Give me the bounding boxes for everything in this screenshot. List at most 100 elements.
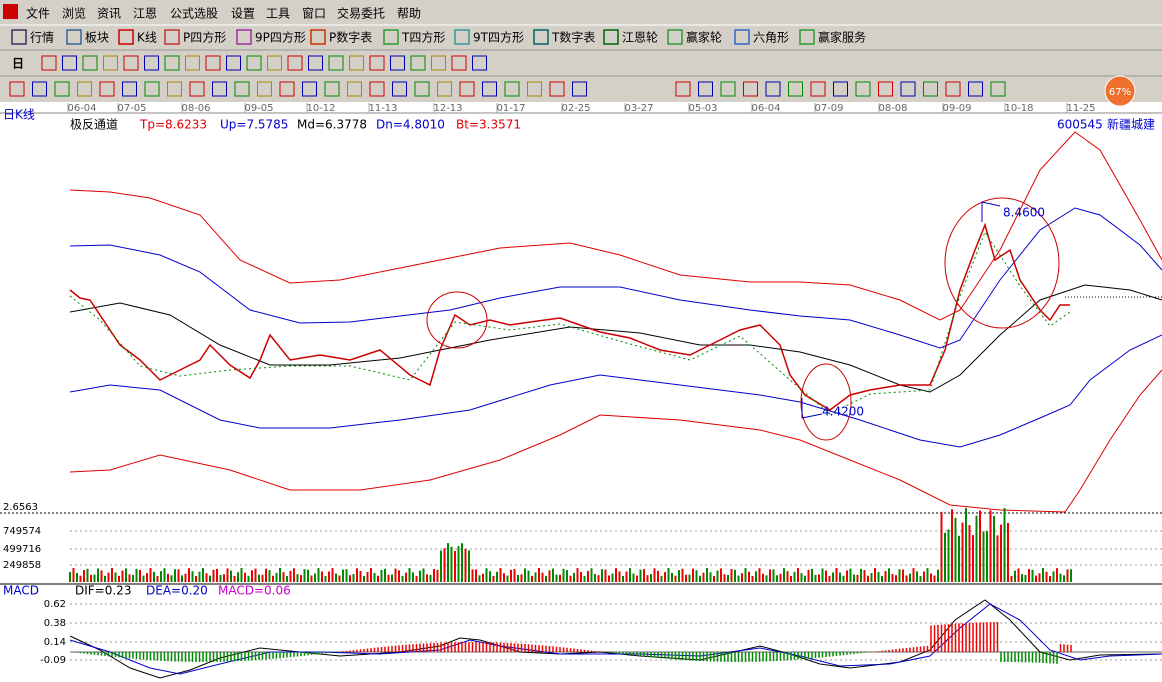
tool-icon[interactable] [968, 81, 983, 97]
tool-icon[interactable] [459, 81, 475, 97]
volume-label: 249858 [3, 560, 41, 571]
tool-icon[interactable] [185, 55, 200, 71]
tool-icon[interactable] [765, 81, 781, 97]
tool-icon[interactable] [675, 81, 691, 97]
tool-icon[interactable] [549, 81, 565, 97]
date-label: 10-18 [1004, 103, 1033, 114]
menu-item[interactable]: 工具 [266, 7, 290, 21]
macd-name: MACD [3, 584, 39, 598]
tool-icon[interactable] [945, 81, 961, 97]
tool-icon[interactable] [855, 81, 871, 97]
menu-item[interactable]: 浏览 [62, 6, 86, 21]
tool-icon[interactable] [234, 81, 250, 97]
dea-line [69, 603, 1162, 675]
tool-icon[interactable] [9, 81, 25, 97]
tool-icon[interactable] [144, 81, 160, 97]
toolbar-button[interactable]: P数字表 [329, 30, 372, 45]
macd-dif: DIF=0.23 [75, 584, 131, 598]
tool-icon[interactable] [572, 81, 587, 97]
tool-icon[interactable] [167, 81, 182, 97]
toolbar-icon [603, 29, 619, 45]
toolbar-button[interactable]: 赢家服务 [818, 30, 866, 45]
tool-icon[interactable] [308, 55, 323, 71]
tool-icon[interactable] [122, 81, 137, 97]
menu-item[interactable]: 资讯 [97, 7, 121, 21]
toolbar-button[interactable]: 江恩轮 [622, 31, 658, 45]
tool-icon[interactable] [62, 55, 77, 71]
tool-icon[interactable] [431, 55, 446, 71]
tool-icon[interactable] [144, 55, 159, 71]
tool-icon[interactable] [923, 81, 938, 97]
tool-icon[interactable] [720, 81, 736, 97]
menu-item[interactable]: 交易委托 [337, 6, 385, 21]
tool-icon[interactable] [347, 81, 362, 97]
tool-icon[interactable] [123, 55, 139, 71]
tool-icon[interactable] [267, 55, 282, 71]
tool-icon[interactable] [698, 81, 713, 97]
date-label: 09-09 [942, 103, 971, 114]
tool-icon[interactable] [833, 81, 848, 97]
tool-icon[interactable] [246, 55, 262, 71]
tool-icon[interactable] [324, 81, 340, 97]
toolbar-button[interactable]: 9P四方形 [255, 30, 306, 45]
toolbar-button[interactable]: K线 [137, 31, 157, 45]
tool-icon[interactable] [349, 55, 364, 71]
toolbar-button[interactable]: T数字表 [551, 30, 595, 45]
tool-icon[interactable] [369, 81, 385, 97]
tool-icon[interactable] [328, 55, 344, 71]
tool-icon[interactable] [878, 81, 893, 97]
tool-icon[interactable] [472, 55, 487, 71]
tool-icon[interactable] [82, 55, 98, 71]
tool-icon[interactable] [257, 81, 272, 97]
date-label: 07-09 [814, 103, 843, 114]
tool-icon[interactable] [164, 55, 180, 71]
toolbar-button[interactable]: P四方形 [183, 30, 226, 45]
tool-icon[interactable] [41, 55, 57, 71]
toolbar-button[interactable]: 行情 [30, 31, 54, 45]
menu-item[interactable]: 文件 [26, 6, 50, 21]
tool-icon[interactable] [99, 81, 115, 97]
toolbar-button[interactable]: 六角形 [753, 31, 789, 45]
tool-icon[interactable] [369, 55, 385, 71]
tool-icon[interactable] [279, 81, 295, 97]
tool-icon[interactable] [504, 81, 520, 97]
tool-icon[interactable] [482, 81, 497, 97]
tool-icon[interactable] [103, 55, 118, 71]
tool-icon[interactable] [226, 55, 241, 71]
toolbar-icon [310, 29, 326, 45]
toolbar-button[interactable]: 板块 [85, 31, 109, 45]
tool-icon[interactable] [527, 81, 542, 97]
menu-item[interactable]: 公式选股 [170, 7, 218, 21]
tool-icon[interactable] [788, 81, 803, 97]
tool-icon[interactable] [414, 81, 430, 97]
tool-icon[interactable] [410, 55, 426, 71]
period-button[interactable]: 日 [12, 57, 24, 71]
stock-name: 新疆城建 [1107, 117, 1155, 132]
tool-icon[interactable] [212, 81, 227, 97]
tool-icon[interactable] [900, 81, 916, 97]
menu-item[interactable]: 江恩 [133, 7, 157, 21]
tool-icon[interactable] [990, 81, 1006, 97]
period-label: 日K线 [3, 108, 35, 122]
toolbar-button[interactable]: 赢家轮 [686, 30, 722, 45]
tool-icon[interactable] [743, 81, 758, 97]
toolbar-button[interactable]: T四方形 [401, 30, 445, 45]
date-label: 09-05 [244, 103, 273, 114]
tool-icon[interactable] [77, 81, 92, 97]
tool-icon[interactable] [302, 81, 317, 97]
menu-item[interactable]: 设置 [231, 7, 255, 21]
tool-icon[interactable] [32, 81, 47, 97]
menu-item[interactable]: 窗口 [302, 7, 326, 21]
menu-item[interactable]: 帮助 [397, 7, 421, 21]
tool-icon[interactable] [810, 81, 826, 97]
tool-icon[interactable] [390, 55, 405, 71]
tool-icon[interactable] [437, 81, 452, 97]
tool-icon[interactable] [392, 81, 407, 97]
tool-icon[interactable] [205, 55, 221, 71]
toolbar-button[interactable]: 9T四方形 [473, 30, 524, 45]
tool-icon[interactable] [287, 55, 303, 71]
tool-icon[interactable] [54, 81, 70, 97]
tool-icon[interactable] [189, 81, 205, 97]
tool-icon[interactable] [451, 55, 467, 71]
